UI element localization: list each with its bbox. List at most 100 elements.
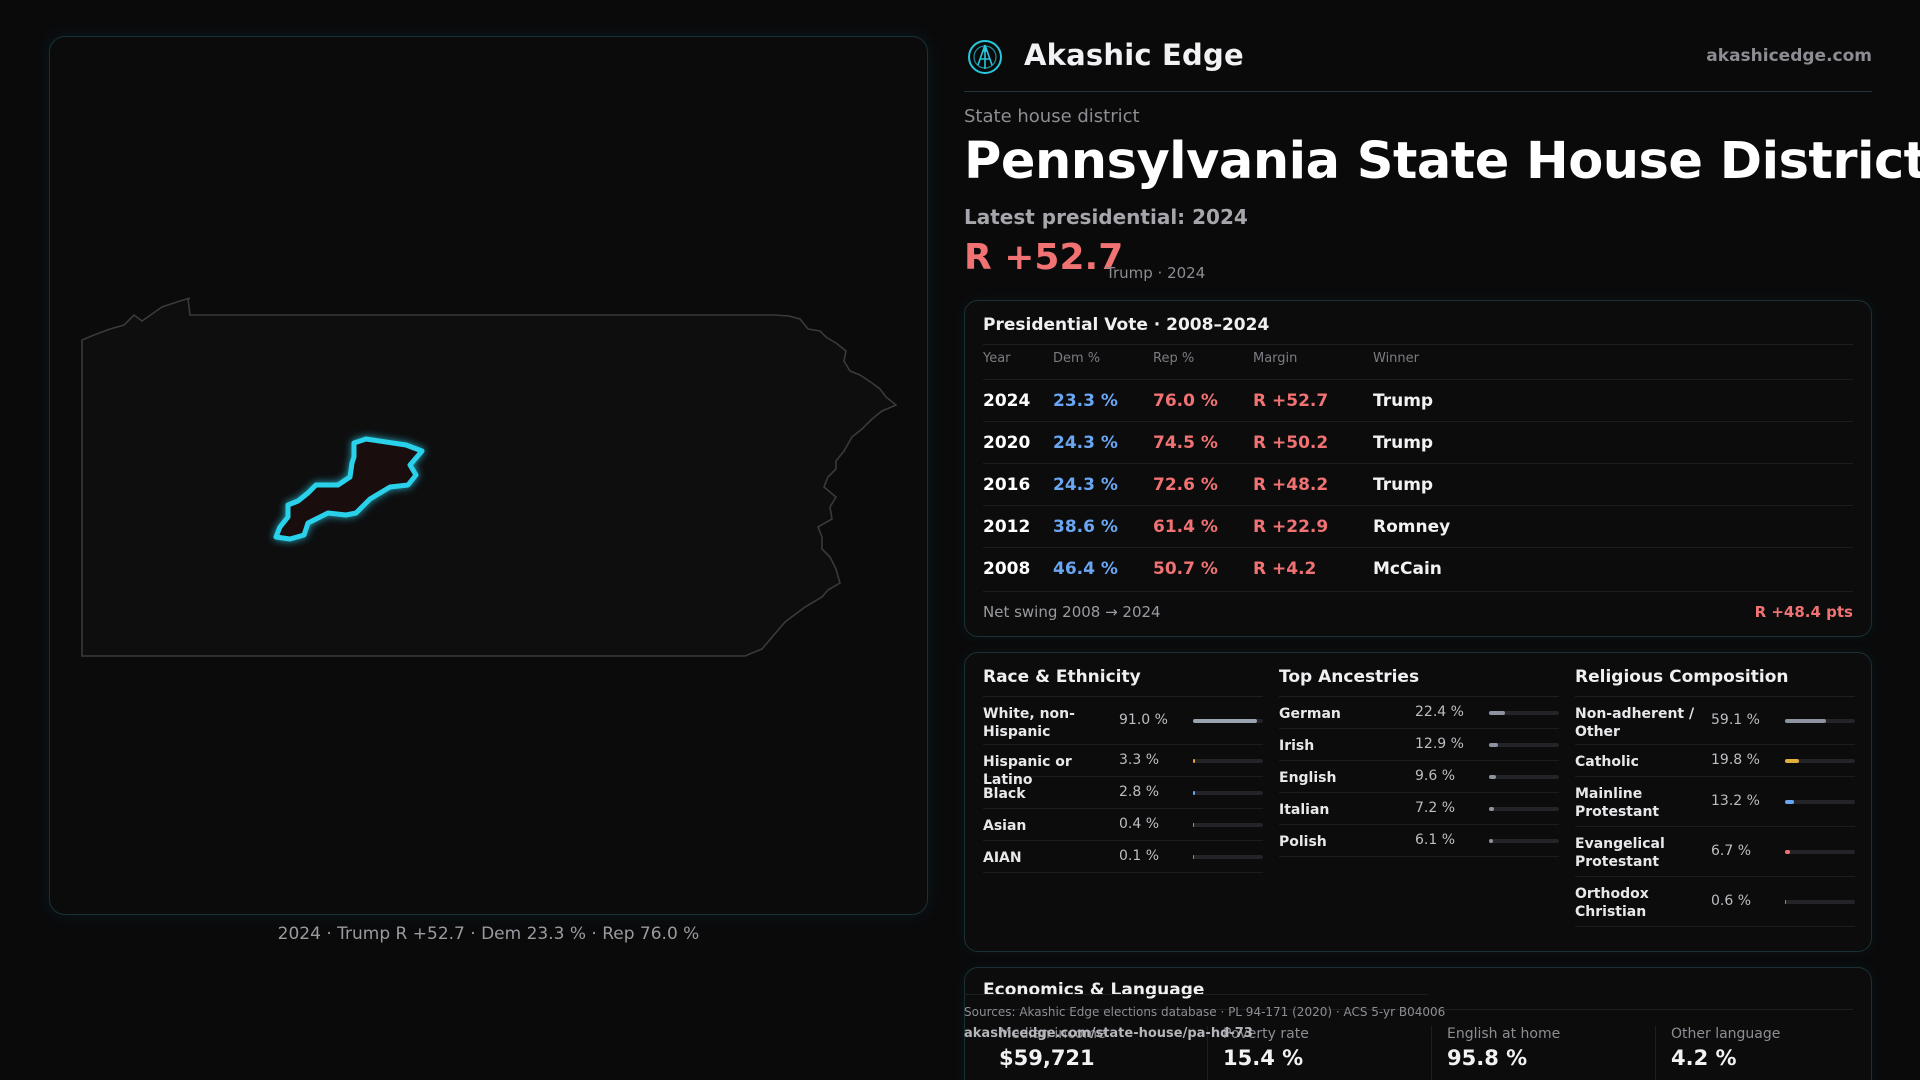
demographic-label: Black <box>983 786 1026 802</box>
demographic-value: 0.1 % <box>1119 848 1160 864</box>
demographic-row: Asian 0.4 % <box>983 809 1263 841</box>
demographic-label: Evangelical Protestant <box>1575 836 1665 870</box>
stat-label: English at home <box>1447 1026 1561 1042</box>
margin-cell: R +52.7 <box>1253 391 1329 411</box>
divider <box>983 1009 1853 1010</box>
demographic-row: German 22.4 % <box>1279 697 1559 729</box>
demographic-bar-track <box>1193 759 1263 763</box>
demographic-value: 22.4 % <box>1415 704 1464 720</box>
margin-cell: R +48.2 <box>1253 475 1329 495</box>
vote-table-row[interactable]: 2008 46.4 % 50.7 % R +4.2 McCain <box>983 547 1853 589</box>
demographic-row: Hispanic or Latino 3.3 % <box>983 745 1263 788</box>
demographic-label: Polish <box>1279 834 1327 850</box>
district-map[interactable] <box>50 37 929 916</box>
district-type-label: State house district <box>964 106 1140 127</box>
stat-value: 15.4 % <box>1223 1046 1304 1070</box>
year-cell: 2008 <box>983 559 1031 579</box>
demographic-row: Orthodox Christian 0.6 % <box>1575 877 1855 927</box>
demographic-label: Mainline Protestant <box>1575 786 1660 820</box>
demographic-bar-track <box>1489 807 1559 811</box>
divider <box>964 994 1428 995</box>
race-ethnicity-title: Race & Ethnicity <box>983 667 1141 687</box>
demographic-bar-fill <box>1489 743 1499 747</box>
demographic-bar-track <box>1785 900 1855 904</box>
demographic-bar-track <box>1489 839 1559 843</box>
demographic-bar-track <box>1785 759 1855 763</box>
brand-url-link[interactable]: akashicedge.com <box>1706 46 1872 66</box>
dem-pct-cell: 38.6 % <box>1053 517 1118 537</box>
vote-table-row[interactable]: 2016 24.3 % 72.6 % R +48.2 Trump <box>983 463 1853 505</box>
demographic-label: German <box>1279 706 1341 722</box>
year-cell: 2024 <box>983 391 1031 411</box>
col-header-year: Year <box>983 351 1011 366</box>
stat-label: Poverty rate <box>1223 1026 1309 1042</box>
demographic-bar-fill <box>1193 759 1196 763</box>
demographic-bar-track <box>1785 800 1855 804</box>
margin-cell: R +22.9 <box>1253 517 1329 537</box>
rep-pct-cell: 61.4 % <box>1153 517 1218 537</box>
demographic-label: Orthodox Christian <box>1575 886 1649 920</box>
margin-cell: R +4.2 <box>1253 559 1317 579</box>
demographic-value: 6.7 % <box>1711 843 1752 859</box>
divider <box>1279 696 1559 697</box>
net-swing-row: Net swing 2008 → 2024 R +48.4 pts <box>983 591 1853 631</box>
demographic-row: Catholic 19.8 % <box>1575 745 1855 777</box>
demographic-label: White, non-Hispanic <box>983 706 1075 740</box>
akashic-edge-logo-icon[interactable] <box>966 38 1004 76</box>
stat-label: Other language <box>1671 1026 1781 1042</box>
demographic-row: White, non-Hispanic 91.0 % <box>983 697 1263 745</box>
divider <box>1207 1026 1208 1080</box>
col-header-winner: Winner <box>1373 351 1420 366</box>
demographic-label: Asian <box>983 818 1027 834</box>
demographic-bar-track <box>1489 743 1559 747</box>
demographic-label: AIAN <box>983 850 1022 866</box>
demographic-value: 0.4 % <box>1119 816 1160 832</box>
demographic-bar-fill <box>1193 791 1195 795</box>
demographic-value: 9.6 % <box>1415 768 1456 784</box>
demographic-bar-fill <box>1785 900 1787 904</box>
vote-table-row[interactable]: 2012 38.6 % 61.4 % R +22.9 Romney <box>983 505 1853 547</box>
divider <box>1575 696 1855 697</box>
demographic-bar-fill <box>1489 775 1496 779</box>
demographic-row: Italian 7.2 % <box>1279 793 1559 825</box>
demographic-row: Irish 12.9 % <box>1279 729 1559 761</box>
demographic-row: Mainline Protestant 13.2 % <box>1575 777 1855 827</box>
vote-table-row[interactable]: 2020 24.3 % 74.5 % R +50.2 Trump <box>983 421 1853 463</box>
dem-pct-cell: 46.4 % <box>1053 559 1118 579</box>
economics-language-card: Economics & Language Median income $59,7… <box>964 967 1872 1080</box>
state-outline <box>81 297 898 657</box>
demographic-value: 7.2 % <box>1415 800 1456 816</box>
vote-table-row[interactable]: 2024 23.3 % 76.0 % R +52.7 Trump <box>983 379 1853 421</box>
demographic-row: AIAN 0.1 % <box>983 841 1263 873</box>
demographic-row: English 9.6 % <box>1279 761 1559 793</box>
demographic-label: English <box>1279 770 1337 786</box>
district-73-shape[interactable] <box>273 436 425 542</box>
map-caption: 2024 · Trump R +52.7 · Dem 23.3 % · Rep … <box>277 924 700 944</box>
permalink[interactable]: akashicedge.com/state-house/pa-hd-73 <box>964 1026 1253 1041</box>
year-cell: 2012 <box>983 517 1031 537</box>
demographic-label: Irish <box>1279 738 1315 754</box>
col-header-dem: Dem % <box>1053 351 1101 366</box>
demographic-bar-fill <box>1785 719 1827 723</box>
brand-name[interactable]: Akashic Edge <box>1024 38 1244 72</box>
ancestry-title: Top Ancestries <box>1279 667 1420 687</box>
col-header-rep: Rep % <box>1153 351 1195 366</box>
winner-cell: Romney <box>1373 517 1451 537</box>
rep-pct-cell: 74.5 % <box>1153 433 1218 453</box>
demographic-bar-track <box>1193 855 1263 859</box>
demographic-bar-fill <box>1785 850 1790 854</box>
net-swing-value: R +48.4 pts <box>1754 603 1853 621</box>
demographic-row: Black 2.8 % <box>983 777 1263 809</box>
district-map-card <box>49 36 928 915</box>
dem-pct-cell: 24.3 % <box>1053 433 1118 453</box>
latest-margin-subtitle: Trump · 2024 <box>1106 264 1206 282</box>
demographic-bar-track <box>1193 791 1263 795</box>
demographics-card: Race & Ethnicity White, non-Hispanic 91.0… <box>964 652 1872 952</box>
rep-pct-cell: 76.0 % <box>1153 391 1218 411</box>
demographic-value: 19.8 % <box>1711 752 1760 768</box>
demographic-row: Non-adherent / Other 59.1 % <box>1575 697 1855 745</box>
demographic-value: 12.9 % <box>1415 736 1464 752</box>
year-cell: 2016 <box>983 475 1031 495</box>
demographic-value: 91.0 % <box>1119 712 1168 728</box>
stat-label: Median income <box>999 1026 1106 1042</box>
